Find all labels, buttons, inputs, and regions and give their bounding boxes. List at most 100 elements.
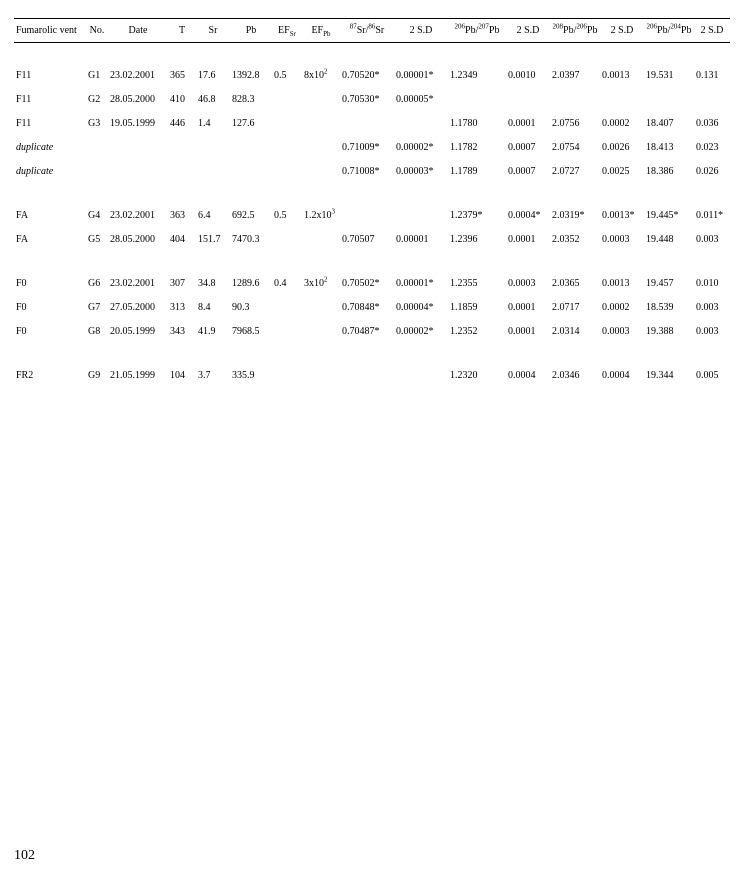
cell-sd4: 0.003: [694, 319, 730, 343]
cell-efsr: [272, 363, 302, 387]
cell-sd1: 0.00003*: [394, 159, 448, 183]
cell-sd4: 0.036: [694, 111, 730, 135]
cell-sd3: 0.0026: [600, 135, 644, 159]
cell-pb67: 1.2352: [448, 319, 506, 343]
cell-pb: 90.3: [230, 295, 272, 319]
cell-sr: [196, 159, 230, 183]
cell-sr: 17.6: [196, 63, 230, 87]
col-pb64: 206Pb/204Pb: [644, 19, 694, 43]
cell-date: [108, 159, 168, 183]
cell-pb64: 19.445*: [644, 203, 694, 227]
cell-t: 307: [168, 271, 196, 295]
cell-vent: FR2: [14, 363, 86, 387]
cell-sd4: 0.131: [694, 63, 730, 87]
cell-pb67: 1.2355: [448, 271, 506, 295]
cell-date: 27.05.2000: [108, 295, 168, 319]
cell-sd2: 0.0001: [506, 319, 550, 343]
cell-sd2: 0.0007: [506, 159, 550, 183]
table-row: FAG423.02.20013636.4692.50.51.2x1031.237…: [14, 203, 730, 227]
cell-t: 313: [168, 295, 196, 319]
cell-efsr: [272, 159, 302, 183]
table-row: F0G727.05.20003138.490.30.70848*0.00004*…: [14, 295, 730, 319]
cell-pb67: 1.2320: [448, 363, 506, 387]
cell-srsr: 0.71009*: [340, 135, 394, 159]
table-row: F11G228.05.200041046.8828.30.70530*0.000…: [14, 87, 730, 111]
cell-sd4: 0.005: [694, 363, 730, 387]
cell-sd1: [394, 111, 448, 135]
col-2sd1: 2 S.D: [394, 19, 448, 43]
cell-efsr: 0.5: [272, 63, 302, 87]
cell-srsr: [340, 203, 394, 227]
cell-t: 410: [168, 87, 196, 111]
cell-pb: 1392.8: [230, 63, 272, 87]
cell-pb: 7470.3: [230, 227, 272, 251]
cell-date: 23.02.2001: [108, 203, 168, 227]
cell-pb: 828.3: [230, 87, 272, 111]
page-number: 102: [14, 848, 35, 864]
col-efpb: EFPb: [302, 19, 340, 43]
col-no: No.: [86, 19, 108, 43]
cell-vent: F11: [14, 87, 86, 111]
cell-efsr: [272, 295, 302, 319]
cell-sd3: 0.0003: [600, 319, 644, 343]
cell-sd4: 0.003: [694, 295, 730, 319]
cell-sd4: 0.011*: [694, 203, 730, 227]
cell-no: G8: [86, 319, 108, 343]
cell-efpb: [302, 111, 340, 135]
cell-date: 28.05.2000: [108, 227, 168, 251]
table-row: duplicate0.71009*0.00002*1.17820.00072.0…: [14, 135, 730, 159]
cell-pb67: 1.1782: [448, 135, 506, 159]
spacer-cell: [14, 251, 730, 271]
cell-pb: 335.9: [230, 363, 272, 387]
cell-pb86: 2.0754: [550, 135, 600, 159]
cell-t: 365: [168, 63, 196, 87]
cell-t: [168, 135, 196, 159]
cell-pb64: 19.388: [644, 319, 694, 343]
cell-pb86: 2.0346: [550, 363, 600, 387]
cell-date: 23.02.2001: [108, 271, 168, 295]
cell-sr: 41.9: [196, 319, 230, 343]
cell-efpb: 1.2x103: [302, 203, 340, 227]
col-sr: Sr: [196, 19, 230, 43]
cell-sr: 46.8: [196, 87, 230, 111]
cell-pb86: 2.0352: [550, 227, 600, 251]
cell-no: G3: [86, 111, 108, 135]
cell-pb: 7968.5: [230, 319, 272, 343]
cell-srsr: 0.70520*: [340, 63, 394, 87]
cell-efpb: [302, 319, 340, 343]
cell-sr: [196, 135, 230, 159]
cell-sd3: 0.0013: [600, 63, 644, 87]
cell-sr: 3.7: [196, 363, 230, 387]
cell-sd1: 0.00002*: [394, 319, 448, 343]
col-2sd4: 2 S.D: [694, 19, 730, 43]
cell-sr: 34.8: [196, 271, 230, 295]
spacer-cell: [14, 343, 730, 363]
cell-srsr: 0.70530*: [340, 87, 394, 111]
cell-sd1: 0.00001*: [394, 63, 448, 87]
cell-date: 20.05.1999: [108, 319, 168, 343]
cell-sd2: 0.0007: [506, 135, 550, 159]
cell-date: 19.05.1999: [108, 111, 168, 135]
cell-srsr: [340, 363, 394, 387]
cell-date: [108, 135, 168, 159]
cell-pb67: 1.2379*: [448, 203, 506, 227]
cell-t: 104: [168, 363, 196, 387]
cell-srsr: 0.70487*: [340, 319, 394, 343]
cell-efpb: 3x102: [302, 271, 340, 295]
cell-t: 446: [168, 111, 196, 135]
cell-no: G2: [86, 87, 108, 111]
cell-date: 28.05.2000: [108, 87, 168, 111]
table-row: FR2G921.05.19991043.7335.91.23200.00042.…: [14, 363, 730, 387]
cell-srsr: 0.70848*: [340, 295, 394, 319]
cell-efsr: [272, 135, 302, 159]
cell-sd4: [694, 87, 730, 111]
cell-pb67: 1.1789: [448, 159, 506, 183]
cell-sd2: 0.0004: [506, 363, 550, 387]
cell-pb: [230, 135, 272, 159]
col-t: T: [168, 19, 196, 43]
cell-pb67: 1.2349: [448, 63, 506, 87]
cell-pb64: 18.539: [644, 295, 694, 319]
cell-sr: 151.7: [196, 227, 230, 251]
cell-sd1: 0.00004*: [394, 295, 448, 319]
table-body: F11G123.02.200136517.61392.80.58x1020.70…: [14, 43, 730, 388]
